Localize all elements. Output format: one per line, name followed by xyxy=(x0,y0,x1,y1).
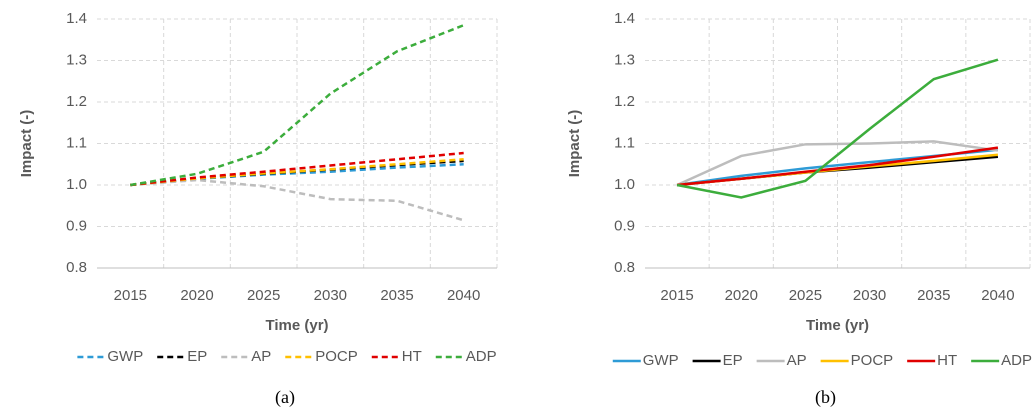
legend-label: EP xyxy=(187,348,207,365)
legend-label: GWP xyxy=(643,352,679,369)
x-tick-label: 2035 xyxy=(917,287,950,304)
legend-label: EP xyxy=(723,352,743,369)
y-tick-label: 0.9 xyxy=(66,217,87,234)
series-line xyxy=(676,140,999,187)
x-tick-label: 2020 xyxy=(725,287,758,304)
legend-label: POCP xyxy=(851,352,894,369)
x-tick-label: 2030 xyxy=(314,287,347,304)
y-tick-label: 1.1 xyxy=(614,134,635,151)
legend-label: ADP xyxy=(466,348,497,365)
series-line xyxy=(130,178,465,222)
y-tick-label: 0.8 xyxy=(614,259,635,276)
x-tick-label: 2030 xyxy=(853,287,886,304)
y-tick-label: 1.2 xyxy=(66,93,87,110)
legend-label: HT xyxy=(402,348,422,365)
x-tick-label: 2015 xyxy=(114,287,147,304)
legend: GWP EP AP POCP HT ADP xyxy=(77,348,497,365)
y-tick-label: 1.3 xyxy=(614,51,635,68)
caption: (b) xyxy=(815,387,836,408)
x-tick-label: 2015 xyxy=(660,287,693,304)
legend-label: GWP xyxy=(107,348,143,365)
x-tick-label: 2020 xyxy=(180,287,213,304)
series-line xyxy=(130,24,465,187)
legend-label: POCP xyxy=(315,348,358,365)
y-tick-label: 1.0 xyxy=(614,176,635,193)
series-line xyxy=(676,58,999,199)
legend-label: ADP xyxy=(1001,352,1032,369)
caption: (a) xyxy=(275,387,295,408)
y-axis-title: Impact (-) xyxy=(18,110,35,178)
x-tick-label: 2025 xyxy=(789,287,822,304)
legend-label: HT xyxy=(937,352,957,369)
series-line xyxy=(676,146,999,187)
y-tick-label: 1.1 xyxy=(66,134,87,151)
x-tick-label: 2040 xyxy=(981,287,1014,304)
x-tick-label: 2025 xyxy=(247,287,280,304)
x-axis-title: Time (yr) xyxy=(265,317,328,334)
y-tick-label: 1.2 xyxy=(614,93,635,110)
y-tick-label: 1.3 xyxy=(66,51,87,68)
legend: GWP EP AP POCP HT ADP xyxy=(612,352,1032,369)
legend-label: AP xyxy=(251,348,271,365)
y-tick-label: 1.4 xyxy=(614,10,635,27)
y-tick-label: 0.9 xyxy=(614,217,635,234)
series-line xyxy=(130,151,464,187)
y-tick-label: 1.0 xyxy=(66,176,87,193)
y-axis-title: Impact (-) xyxy=(566,110,583,178)
legend-label: AP xyxy=(787,352,807,369)
x-tick-label: 2035 xyxy=(380,287,413,304)
y-tick-label: 1.4 xyxy=(66,10,87,27)
x-axis-title: Time (yr) xyxy=(806,317,869,334)
y-tick-label: 0.8 xyxy=(66,259,87,276)
x-tick-label: 2040 xyxy=(447,287,480,304)
